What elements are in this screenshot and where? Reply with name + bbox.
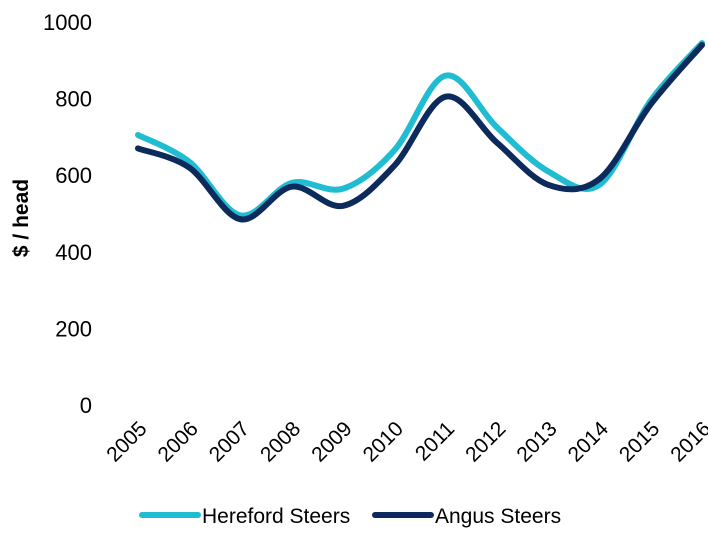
y-tick-label: 1000 [43, 10, 92, 35]
legend-label-angus-steers: Angus Steers [435, 505, 561, 528]
x-tick-labels: 2005 2006 2007 2008 2009 2010 2011 2012 2013 2014… [102, 417, 708, 467]
series-line-angus-steers [135, 41, 705, 223]
y-tick-labels: 0 200 400 600 800 1000 [43, 10, 92, 418]
y-tick-label: 0 [80, 393, 92, 418]
x-tick-label: 2010 [359, 417, 408, 466]
x-tick-label: 2011 [411, 417, 459, 465]
y-tick-label: 800 [55, 87, 92, 112]
y-tick-label: 600 [55, 163, 92, 188]
y-tick-label: 400 [55, 240, 92, 265]
x-tick-label: 2013 [512, 417, 561, 466]
y-tick-label: 200 [55, 316, 92, 341]
x-tick-label: 2006 [154, 417, 203, 466]
legend-label-hereford-steers: Hereford Steers [202, 505, 350, 528]
x-tick-label: 2007 [205, 417, 254, 466]
x-tick-label: 2009 [307, 417, 356, 466]
x-tick-label: 2012 [461, 417, 510, 466]
x-tick-label: 2008 [256, 417, 305, 466]
series-line-hereford-steers [135, 40, 705, 219]
y-axis-label: $ / head [10, 179, 33, 257]
x-tick-label: 2005 [102, 417, 151, 466]
series-lines [135, 40, 705, 223]
x-tick-label: 2014 [564, 417, 614, 467]
x-tick-label: 2015 [615, 417, 664, 466]
legend: Hereford Steers Angus Steers [139, 505, 561, 528]
x-tick-label: 2016 [666, 417, 708, 466]
y-axis-label-group: $ / head [10, 179, 33, 257]
